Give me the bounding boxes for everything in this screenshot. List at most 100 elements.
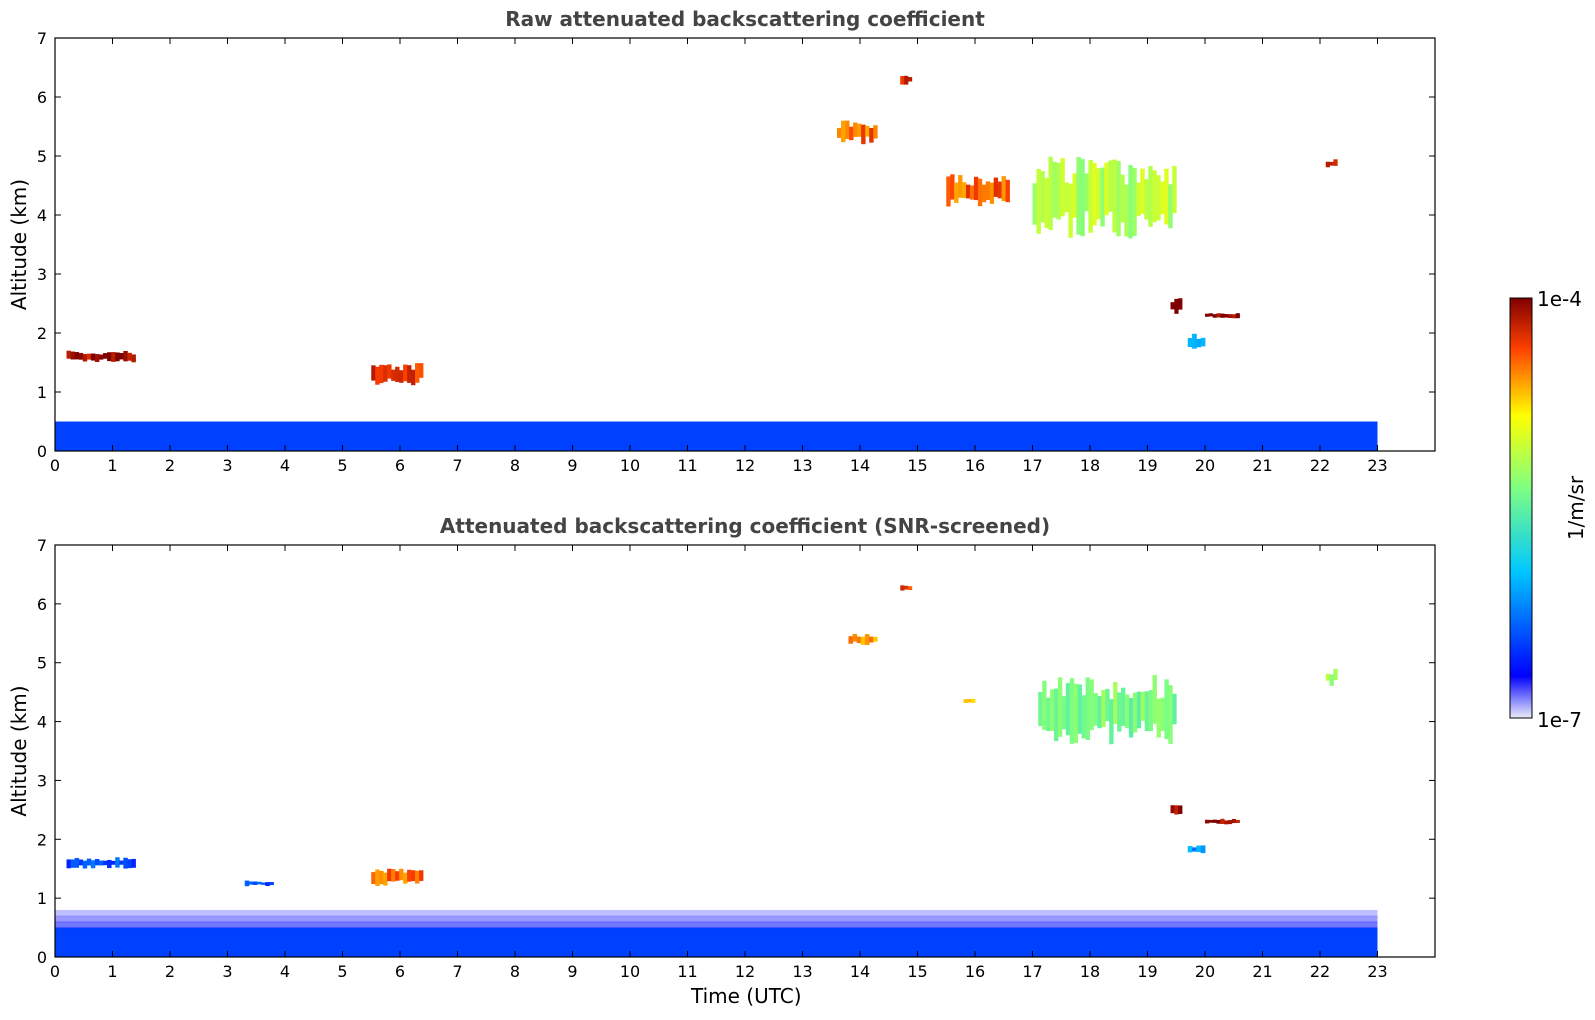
heatmap-cell: [248, 881, 254, 885]
background-band: [55, 244, 1378, 256]
heatmap-cell: [1108, 160, 1113, 212]
heatmap-cell: [1081, 695, 1086, 739]
x-axis-label: Time (UTC): [690, 984, 802, 1008]
heatmap-aerosol: [1187, 333, 1206, 349]
heatmap-cell: [1073, 683, 1079, 743]
heatmap-cell: [971, 698, 976, 703]
heatmap-cell: [1109, 699, 1114, 745]
x-tick-label: 17: [1022, 962, 1042, 981]
background-band: [55, 316, 1378, 328]
heatmap-cell: [969, 185, 975, 200]
heatmap-cell: [989, 182, 995, 204]
heatmap-cell: [1156, 175, 1161, 221]
heatmap-cell: [82, 354, 88, 362]
heatmap-cloud: [244, 880, 274, 887]
heatmap-cell: [78, 352, 84, 360]
heatmap-cell: [403, 364, 408, 382]
aerosol-band: [55, 927, 1378, 934]
background-band: [55, 89, 1378, 101]
heatmap-cell: [1187, 846, 1193, 853]
heatmap-cell: [395, 366, 400, 382]
x-tick-label: 18: [1080, 456, 1100, 475]
heatmap-cell: [853, 122, 858, 137]
heatmap-cell: [997, 181, 1002, 199]
heatmap-cell: [1044, 177, 1049, 229]
heatmap-cloud: [848, 633, 878, 645]
background-band: [55, 223, 1378, 235]
heatmap-cell: [1132, 692, 1138, 733]
x-tick-label: 4: [280, 962, 290, 981]
heatmap-aerosol-layer: [55, 909, 1378, 958]
background-band: [55, 79, 1378, 91]
aerosol-band: [55, 447, 1378, 452]
heatmap-cell: [399, 868, 404, 881]
heatmap-cell: [837, 128, 842, 138]
background-band: [55, 58, 1378, 70]
heatmap-cell: [1220, 818, 1225, 824]
heatmap-cell: [407, 365, 412, 383]
heatmap-cell: [269, 881, 274, 886]
heatmap-cell: [86, 858, 92, 866]
heatmap-cell: [849, 126, 854, 141]
heatmap-cell: [1048, 156, 1053, 230]
aerosol-band: [55, 951, 1378, 958]
x-tick-label: 18: [1080, 962, 1100, 981]
heatmap-cell: [411, 870, 416, 882]
heatmap-cell: [1105, 688, 1110, 722]
heatmap-cell: [869, 636, 874, 643]
colorbar: 1e-4 1e-7 1/m/sr: [1509, 287, 1588, 732]
raw-background: [55, 38, 1378, 452]
heatmap-cell: [123, 350, 128, 362]
heatmap-cell: [1168, 685, 1173, 744]
heatmap-cell: [1124, 694, 1130, 729]
heatmap-cell: [119, 353, 124, 360]
heatmap-cell: [1096, 168, 1101, 220]
heatmap-cell: [1216, 313, 1221, 318]
heatmap-cell: [131, 858, 136, 868]
x-tick-label: 0: [50, 456, 60, 475]
x-tick-label: 22: [1310, 456, 1330, 475]
background-band: [55, 120, 1378, 132]
heatmap-cirrus: [1038, 675, 1177, 745]
snr-screened-panel: Attenuated backscattering coefficient (S…: [7, 514, 1436, 1008]
heatmap-cell: [966, 184, 971, 199]
heatmap-cell: [375, 869, 380, 886]
heatmap-cell: [1144, 179, 1149, 220]
heatmap-cell: [78, 859, 84, 866]
heatmap-cloud: [1187, 845, 1206, 854]
heatmap-cell: [383, 365, 388, 382]
heatmap-cell: [98, 860, 104, 866]
x-tick-label: 2: [165, 962, 175, 981]
heatmap-cell: [954, 182, 959, 203]
x-tick-label: 14: [850, 456, 870, 475]
background-band: [55, 306, 1378, 318]
heatmap-cell: [1172, 693, 1177, 725]
aerosol-band: [55, 939, 1378, 946]
x-tick-label: 20: [1195, 962, 1215, 981]
heatmap-cell: [1156, 698, 1161, 738]
x-tick-label: 13: [792, 962, 812, 981]
heatmap-cell: [70, 351, 76, 360]
aerosol-band: [55, 443, 1378, 448]
background-band: [55, 358, 1378, 369]
aerosol-band: [55, 421, 1378, 426]
x-tick-label: 12: [735, 962, 755, 981]
heatmap-cell: [1170, 805, 1175, 814]
heatmap-cell: [265, 882, 270, 887]
heatmap-cell: [907, 586, 913, 590]
heatmap-cell: [252, 881, 258, 885]
heatmap-cell: [946, 176, 951, 207]
y-tick-label: 0: [37, 948, 47, 967]
heatmap-cell: [1235, 819, 1240, 824]
heatmap-cell: [1124, 184, 1129, 237]
heatmap-cloud: [946, 174, 1010, 207]
heatmap-cell: [1112, 159, 1117, 233]
heatmap-cell: [993, 177, 999, 197]
x-axis: 0 1 2 3 4 5 6 7 8 9 10 11 12 13 14 15 16 17 18 19 20 21 22 23: [50, 545, 1388, 981]
heatmap-cell: [1140, 691, 1146, 721]
y-axis: 0 1 2 3 4 5 6 7: [37, 536, 1435, 967]
heatmap-cell: [70, 859, 76, 868]
y-axis-label: Altitude (km): [7, 179, 31, 310]
heatmap-cell: [375, 366, 380, 385]
